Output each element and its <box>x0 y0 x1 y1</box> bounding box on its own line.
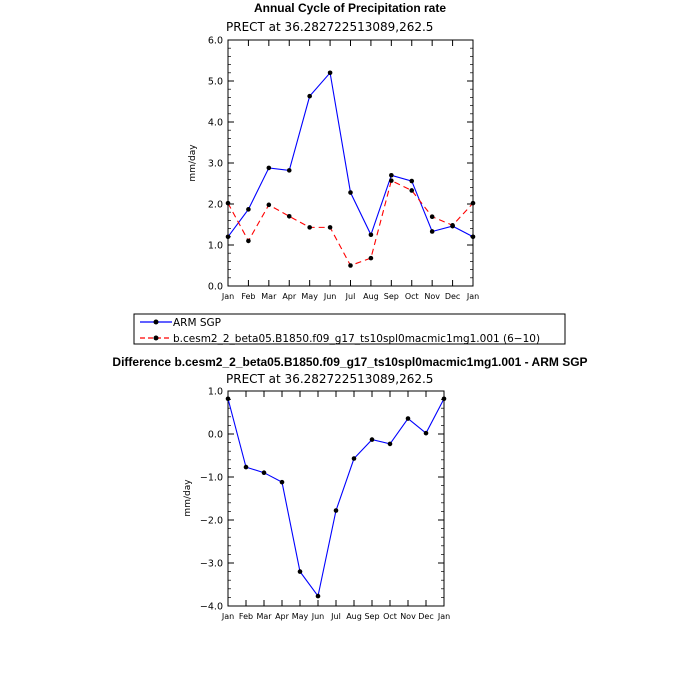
chart1-series-1-point <box>307 225 312 230</box>
legend-marker-model <box>153 335 159 341</box>
chart2-series-0-point <box>261 470 267 476</box>
chart1-series-0-point <box>429 229 435 234</box>
chart1-series-0-point <box>327 70 333 76</box>
chart1-xtick-label: May <box>301 292 318 301</box>
chart1-xtick-label: Nov <box>424 292 440 301</box>
chart2-xtick-label: May <box>292 612 309 621</box>
chart2-series-0-point <box>351 456 357 461</box>
chart2-series-0-point <box>405 416 411 421</box>
chart1-series-0-point <box>225 234 231 240</box>
chart1-series-1-point <box>450 223 455 228</box>
chart2-xtick-label: Sep <box>364 612 379 621</box>
chart1-series-0-point <box>348 190 353 195</box>
chart2-ytick-label: −1.0 <box>200 473 223 484</box>
chart1-subtitle: PRECT at 36.282722513089,262.5 <box>226 20 433 34</box>
chart1-ylabel: mm/day <box>188 144 198 182</box>
chart2-xtick-label: Oct <box>383 612 397 621</box>
chart1-series-1-point <box>327 225 333 230</box>
chart1-series-0-point <box>286 168 292 173</box>
chart2-ytick-label: 1.0 <box>208 387 223 398</box>
chart2-series-0-point <box>243 464 249 470</box>
chart1-xtick-label: Feb <box>241 292 255 301</box>
chart2-xtick-label: Nov <box>400 612 416 621</box>
chart2-series-0-point <box>441 396 447 402</box>
chart2-series-line-0 <box>227 398 445 598</box>
chart1-series-0-point <box>266 165 272 171</box>
chart2-series-0-point <box>333 508 339 513</box>
chart2-xtick-label: Jan <box>437 612 450 621</box>
chart1-series-1-point <box>368 255 374 261</box>
chart1-series-0-point <box>307 93 312 99</box>
chart1-series-0-point <box>246 207 251 212</box>
chart2-series-0-point <box>369 437 375 442</box>
chart1-series-0-point <box>409 178 415 184</box>
chart1-series-1-point <box>286 214 292 219</box>
chart1-series-1-point <box>389 178 394 183</box>
chart1-ytick-label: 5.0 <box>208 77 223 88</box>
chart2-xtick-label: Dec <box>418 612 433 621</box>
chart1-xtick-label: Sep <box>384 292 399 301</box>
legend-label-model: b.cesm2_2_beta05.B1850.f09_g17_ts10spl0m… <box>173 333 540 345</box>
chart1-series-1-point <box>246 238 251 244</box>
chart2-series-0-point <box>315 593 321 599</box>
chart1-xtick-label: Mar <box>261 292 277 301</box>
chart1-series-1-point <box>266 202 272 208</box>
chart1-plot: 0.0 1.0 2.0 3.0 4.0 5.0 6.0 Jan Feb Mar Apr May Jun J… <box>208 36 479 302</box>
chart1-title: Annual Cycle of Precipitation rate <box>254 1 446 15</box>
chart1-ytick-label: 1.0 <box>208 241 223 252</box>
chart2-xtick-label: Feb <box>239 612 253 621</box>
chart2-series-0-point <box>387 441 393 447</box>
chart1-xtick-label: Jan <box>221 292 234 301</box>
chart2-ytick-label: 0.0 <box>208 430 223 441</box>
chart1-series-0-point <box>470 234 476 240</box>
chart1-xtick-label: Aug <box>363 292 379 301</box>
chart1-series-1-point <box>470 200 476 206</box>
chart2-ytick-label: −2.0 <box>200 516 223 527</box>
chart2-xtick-label: Jan <box>221 612 234 621</box>
chart1-ytick-label: 0.0 <box>208 282 223 293</box>
chart1-series-0-point <box>389 173 394 178</box>
legend-marker-arm-sgp <box>153 319 159 325</box>
chart1-xtick-label: Apr <box>282 292 297 301</box>
chart1-ytick-label: 6.0 <box>208 36 223 47</box>
legend-box <box>133 313 566 345</box>
chart1-series-1-point <box>348 263 353 268</box>
chart2-series-0-point <box>297 569 303 574</box>
chart2-plot: −4.0 −3.0 −2.0 −1.0 0.0 1.0 Jan Feb Mar Apr May Jun… <box>200 387 450 622</box>
chart2-title: Difference b.cesm2_2_beta05.B1850.f09_g1… <box>112 355 587 369</box>
chart2-xtick-label: Jul <box>330 612 341 621</box>
chart1-xtick-label: Jul <box>345 292 356 301</box>
chart1-xtick-label: Dec <box>445 292 460 301</box>
chart1-xtick-label: Jun <box>323 292 337 301</box>
legend-label-arm-sgp: ARM SGP <box>173 317 221 329</box>
chart1-frame <box>227 39 474 287</box>
chart2-ylabel: mm/day <box>183 479 193 517</box>
chart1-series-1-point <box>429 214 435 220</box>
chart1-ytick-label: 3.0 <box>208 159 223 170</box>
chart2-series-0-point <box>423 430 429 436</box>
chart2-series-0-point <box>279 479 285 485</box>
chart2-ytick-label: −3.0 <box>200 559 223 570</box>
chart2-xtick-label: Aug <box>346 612 362 621</box>
chart1-ytick-label: 4.0 <box>208 118 223 129</box>
chart1-legend: ARM SGP b.cesm2_2_beta05.B1850.f09_g17_t… <box>133 313 566 345</box>
chart2-subtitle: PRECT at 36.282722513089,262.5 <box>226 372 433 386</box>
chart1-xtick-label: Oct <box>405 292 419 301</box>
chart2-ytick-label: −4.0 <box>200 602 223 613</box>
chart1-series-1-point <box>225 200 231 206</box>
chart2-xtick-label: Jun <box>311 612 325 621</box>
chart1-ytick-label: 2.0 <box>208 200 223 211</box>
chart2-xtick-label: Apr <box>275 612 290 621</box>
chart1-xtick-label: Jan <box>466 292 479 301</box>
chart1-series-0-point <box>368 232 374 238</box>
chart2-frame <box>227 390 445 607</box>
chart2-series-0-point <box>225 396 231 402</box>
chart1-series-1-point <box>409 188 415 193</box>
chart2-xtick-label: Mar <box>256 612 272 621</box>
